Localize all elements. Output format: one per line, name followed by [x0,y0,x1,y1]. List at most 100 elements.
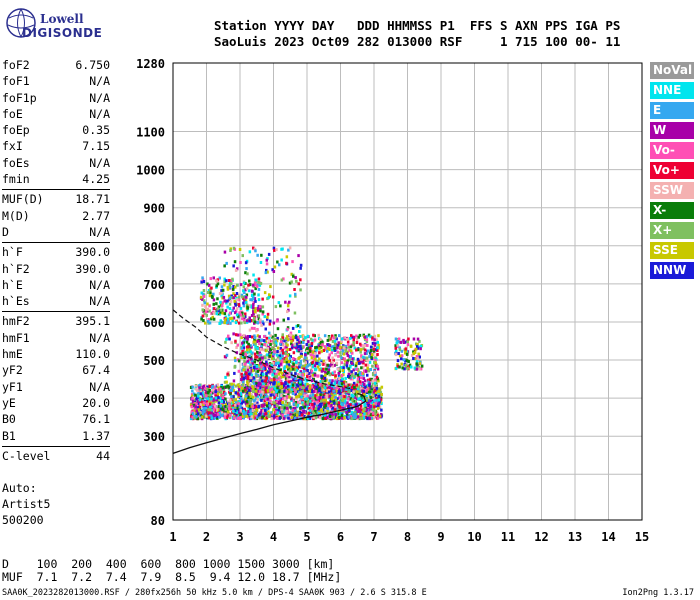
echo-point [284,407,287,411]
echo-point [306,377,309,381]
echo-point [344,349,348,353]
echo-point [196,392,200,396]
echo-point [254,397,258,401]
echo-point [297,345,300,349]
echo-point [298,363,301,367]
echo-point [250,319,253,323]
echo-point [303,337,306,341]
echo-point [212,298,216,302]
echo-point [272,321,276,325]
echo-point [344,381,348,385]
echo-point [299,278,302,282]
echo-point [253,343,256,346]
echo-point [204,414,208,418]
echo-point [374,409,378,413]
echo-point [233,364,237,368]
echo-point [270,387,274,391]
echo-point [218,415,222,418]
echo-point [288,379,292,383]
echo-point [271,295,275,299]
echo-point [330,399,333,403]
echo-point [336,391,340,395]
echo-point [252,312,255,316]
echo-point [305,366,308,370]
echo-point [234,301,237,305]
echo-point [223,316,227,320]
echo-point [355,407,358,411]
echo-point [193,399,196,403]
echo-point [284,411,288,415]
echo-point [413,349,417,353]
echo-point [221,387,224,391]
echo-point [353,392,357,396]
echo-point [349,405,352,409]
echo-point [229,412,232,416]
echo-point [193,410,196,414]
echo-point [335,389,339,393]
echo-point [332,395,335,399]
echo-point [413,366,417,370]
echo-point [273,341,277,345]
echo-point [218,322,221,325]
echo-point [376,393,380,397]
echo-point [254,415,257,419]
echo-point [207,321,210,325]
echo-point [258,368,261,372]
echo-point [296,415,300,419]
echo-point [323,406,326,410]
echo-point [377,379,380,383]
echo-point [290,396,293,400]
echo-point [359,397,362,401]
echo-point [286,412,290,416]
echo-point [299,406,302,410]
echo-point [266,297,269,301]
echo-point [273,405,277,408]
param-name: hmF2 [2,314,30,329]
echo-point [280,371,284,375]
echo-point [255,391,258,395]
param-name: foF2 [2,58,30,72]
echo-point [285,407,289,411]
echo-point [287,366,290,370]
echo-point [367,399,370,403]
echo-point [325,378,328,382]
echo-point [312,405,315,409]
echo-point [331,334,334,338]
echo-point [263,367,267,371]
echo-point [223,409,226,413]
echo-point [203,415,206,419]
echo-point [320,393,323,397]
echo-point [299,385,302,389]
echo-point [281,397,284,401]
echo-point [371,393,374,397]
echo-point [216,278,220,282]
echo-point [280,340,283,344]
echo-point [232,285,235,288]
echo-point [196,394,200,398]
echo-point [365,349,369,353]
echo-point [274,397,277,401]
echo-point [351,413,355,417]
legend-item: W [650,122,694,139]
echo-point [270,384,274,388]
echo-point [291,326,295,330]
echo-point [279,401,283,405]
echo-point [204,388,207,392]
echo-point [250,361,253,365]
echo-point [249,379,252,383]
echo-point [246,306,250,310]
echo-point [261,369,264,373]
echo-point [266,312,270,316]
echo-point [273,390,277,394]
echo-point [308,363,311,367]
echo-point [277,361,280,365]
echo-point [274,380,277,384]
echo-point [313,412,317,416]
echo-point [334,334,337,338]
echo-point [273,386,276,390]
echo-point [280,390,284,394]
echo-point [197,416,201,420]
echo-point [269,353,273,356]
echo-point [201,303,204,307]
echo-point [297,356,300,360]
